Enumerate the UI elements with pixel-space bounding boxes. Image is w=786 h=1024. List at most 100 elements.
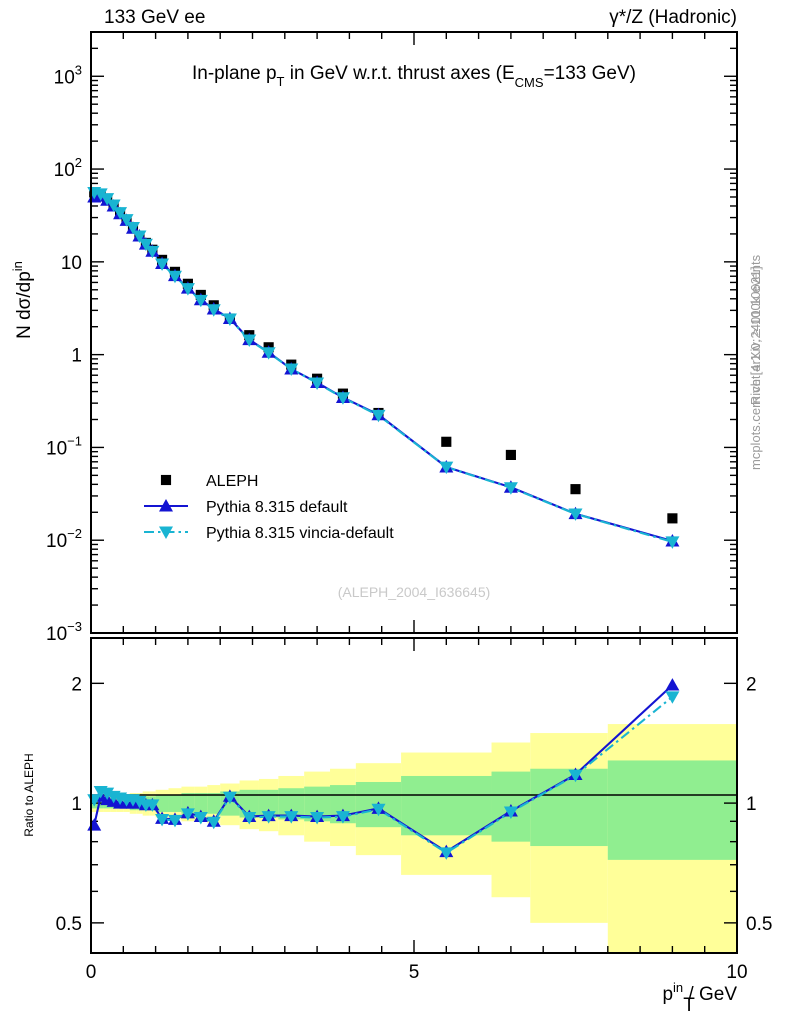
data-marker-triangle-down <box>665 536 680 549</box>
data-marker-triangle-down <box>284 363 299 377</box>
data-marker-triangle-down <box>439 847 454 860</box>
header-left-label: 133 GeV ee <box>104 7 205 28</box>
main-plot-title: In-plane pT in GeV w.r.t. thrust axes (E… <box>192 63 636 90</box>
main-y-tick-label: 10−3 <box>46 619 82 645</box>
data-marker-triangle-down <box>145 799 160 812</box>
data-marker-triangle-up <box>87 818 102 831</box>
legend-item-label: ALEPH <box>206 473 258 490</box>
main-panel-ticks <box>90 31 738 634</box>
main-series-line <box>94 195 673 543</box>
data-marker-triangle-down <box>371 409 386 423</box>
main-y-tick-label: 10−2 <box>46 526 82 552</box>
data-marker-triangle-down <box>665 691 680 704</box>
data-marker-triangle-down <box>335 392 350 405</box>
data-marker-triangle-down <box>439 461 454 475</box>
x-axis-title: pin / GeV <box>662 980 737 1005</box>
data-marker-triangle-down <box>125 221 140 235</box>
svg-text:N dσ/dpin: N dσ/dpin <box>10 261 35 339</box>
ratio-y-tick-label: 0.5 <box>746 914 772 935</box>
dataset-watermark: (ALEPH_2004_I636645) <box>338 584 491 600</box>
data-marker-triangle-down <box>106 199 121 212</box>
data-marker-triangle-down <box>132 230 147 243</box>
x-axis-title-sup: in <box>673 980 683 995</box>
data-marker-square <box>160 474 172 486</box>
sidenote-rivet: Rivet 4.1.0, ≥ 100k events <box>748 254 763 405</box>
ratio-y-tick-label: 2 <box>746 674 757 695</box>
data-marker-triangle-up <box>159 499 173 512</box>
data-marker-triangle-down <box>167 270 182 284</box>
main-y-tick-label: 1 <box>71 346 82 367</box>
x-tick-labels: 0 5 10 <box>86 962 748 983</box>
data-marker-triangle-down <box>206 816 221 830</box>
data-marker-square <box>570 484 581 495</box>
y-axis-title-sup: in <box>10 261 25 271</box>
ratio-y-axis-title: Ratio to ALEPH <box>22 753 36 836</box>
ratio-band-inner <box>207 793 221 814</box>
ratio-band-inner <box>168 794 182 812</box>
data-marker-triangle-down <box>261 347 276 360</box>
data-marker-triangle-down <box>180 283 195 296</box>
data-marker-triangle-down <box>132 795 147 809</box>
main-panel-frame <box>90 31 738 634</box>
data-marker-triangle-down <box>93 188 108 201</box>
y-axis-title-main: N dσ/dp <box>14 271 35 339</box>
x-tick-label: 5 <box>409 962 420 983</box>
data-marker-triangle-down <box>503 482 518 495</box>
data-marker-triangle-down <box>119 214 134 227</box>
legend: ALEPH Pythia 8.315 default Pythia 8.315 vi… <box>144 473 394 542</box>
data-marker-triangle-down <box>222 313 237 327</box>
data-marker-triangle-down <box>310 812 325 825</box>
data-marker-triangle-down <box>180 808 195 821</box>
data-marker-triangle-down <box>167 814 182 828</box>
ratio-band-inner <box>607 760 737 860</box>
x-tick-label: 10 <box>726 962 747 983</box>
legend-item-label: Pythia 8.315 default <box>206 499 348 516</box>
ratio-panel-bands <box>91 724 737 953</box>
main-y-tick-label: 103 <box>54 62 82 88</box>
title-part-b: in GeV w.r.t. thrust axes (E <box>284 63 514 84</box>
title-sub-cms: CMS <box>515 75 544 90</box>
data-marker-square <box>667 513 678 524</box>
data-marker-triangle-down <box>145 245 160 259</box>
ratio-y-tick-label: 1 <box>71 794 82 815</box>
data-marker-triangle-down <box>503 806 518 819</box>
ratio-y-tick-label: 1 <box>746 794 757 815</box>
data-marker-triangle-down <box>242 812 257 825</box>
ratio-y-tick-labels: 210.5 <box>56 674 82 935</box>
data-marker-triangle-down <box>284 811 299 824</box>
main-y-tick-label: 102 <box>54 155 82 181</box>
sidenote-mcplots: mcplots.cern.ch [arXiv:2401.10621] <box>748 266 763 470</box>
main-y-tick-label: 10 <box>61 253 82 274</box>
data-marker-triangle-down <box>100 193 115 206</box>
legend-item-label: Pythia 8.315 vincia-default <box>206 525 394 542</box>
ratio-band-inner <box>258 789 279 818</box>
title-part-c: =133 GeV) <box>544 63 636 84</box>
title-sub-pt: T <box>277 74 285 89</box>
ratio-y-tick-label: 0.5 <box>56 914 82 935</box>
title-part-a: In-plane p <box>192 63 277 84</box>
data-marker-triangle-down <box>335 811 350 824</box>
data-marker-triangle-down <box>222 791 237 805</box>
data-marker-triangle-down <box>568 769 583 783</box>
data-marker-triangle-down <box>138 238 153 252</box>
data-marker-triangle-down <box>155 258 170 271</box>
data-marker-triangle-down <box>242 334 257 347</box>
data-marker-triangle-down <box>261 811 276 824</box>
data-marker-triangle-down <box>193 812 208 825</box>
ratio-panel-frame <box>90 637 738 954</box>
data-marker-triangle-down <box>113 207 128 220</box>
data-marker-triangle-down <box>100 787 115 801</box>
x-axis-title-sub: T <box>683 995 695 1016</box>
ratio-band-inner <box>530 768 608 847</box>
data-marker-triangle-down <box>206 304 221 317</box>
main-y-axis-title: N dσ/dpin T <box>10 261 35 339</box>
main-panel-series <box>87 186 680 549</box>
data-marker-triangle-down <box>371 803 386 817</box>
ratio-band-inner <box>401 775 492 836</box>
data-marker-triangle-down <box>155 813 170 827</box>
data-marker-triangle-down <box>310 377 325 390</box>
main-series-line <box>93 191 673 543</box>
